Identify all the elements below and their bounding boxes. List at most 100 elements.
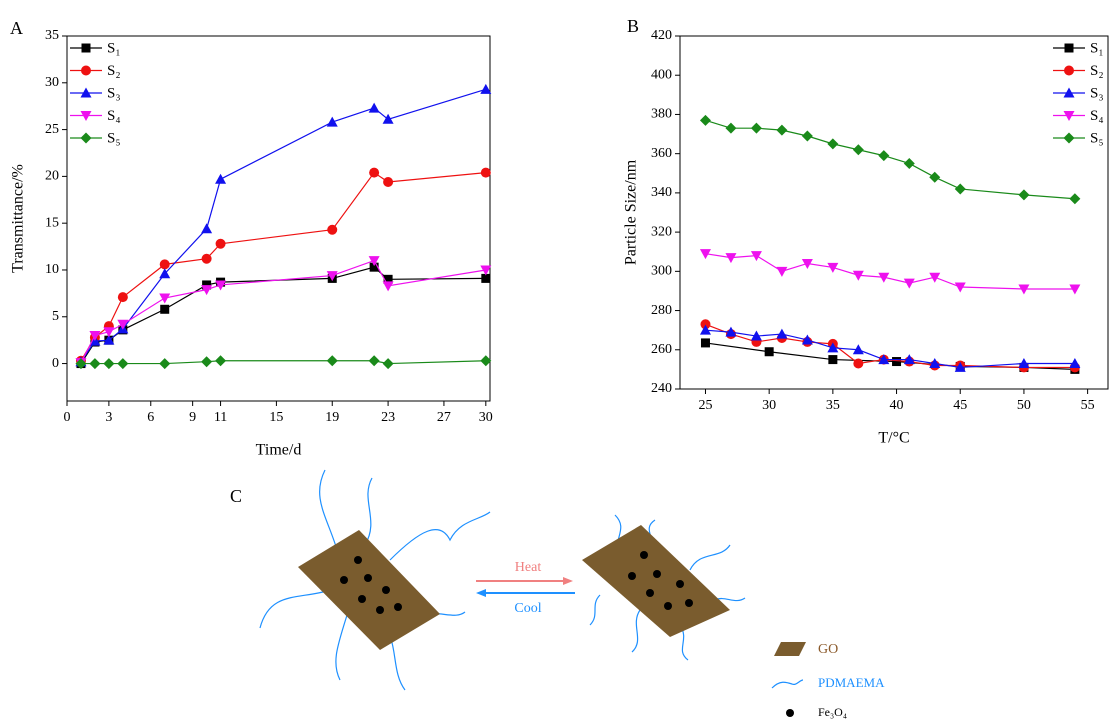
x-tick-label: 45 — [953, 398, 967, 413]
particle — [382, 586, 390, 594]
marker — [215, 280, 227, 291]
marker — [81, 65, 91, 76]
marker — [382, 358, 394, 370]
marker — [75, 358, 87, 370]
diagram: C — [230, 469, 885, 719]
x-tick-label: 19 — [325, 410, 339, 425]
marker — [480, 83, 492, 94]
marker — [368, 102, 380, 113]
x-axis-title: Time/d — [256, 442, 302, 459]
marker — [369, 167, 380, 178]
legend-label: S₄ — [1090, 108, 1104, 124]
marker — [954, 361, 966, 372]
marker — [1063, 111, 1075, 121]
x-tick-label: 27 — [437, 410, 451, 425]
marker — [103, 334, 115, 345]
legend-label: S₅ — [1090, 130, 1104, 146]
marker — [382, 113, 394, 124]
y-tick-label: 420 — [651, 28, 672, 43]
marker — [103, 358, 115, 370]
y-tick-label: 340 — [651, 185, 672, 200]
legend-label: S₁ — [1090, 40, 1104, 56]
marker — [80, 132, 92, 144]
marker — [159, 259, 170, 270]
particle — [340, 576, 348, 584]
x-tick-label: 6 — [147, 410, 154, 425]
marker — [954, 282, 966, 293]
legend-label: S₂ — [1090, 63, 1104, 79]
marker — [853, 358, 864, 369]
marker — [878, 354, 890, 365]
marker — [852, 344, 864, 355]
marker — [160, 304, 170, 314]
marker — [327, 224, 338, 235]
marker — [215, 238, 226, 249]
marker — [929, 171, 941, 183]
x-tick-label: 0 — [64, 410, 71, 425]
marker — [382, 281, 394, 292]
y-tick-label: 5 — [52, 309, 59, 324]
marker — [383, 177, 394, 187]
marker — [201, 356, 213, 368]
marker — [725, 122, 737, 134]
plot-frame — [66, 35, 491, 402]
marker — [1018, 358, 1030, 369]
marker — [1064, 65, 1074, 76]
marker — [480, 265, 492, 276]
marker — [892, 357, 902, 367]
marker — [801, 130, 813, 142]
panel-label: C — [230, 486, 242, 506]
marker — [481, 273, 491, 283]
marker — [801, 334, 813, 345]
x-tick-label: 15 — [269, 410, 283, 425]
marker — [1063, 132, 1075, 144]
y-tick-label: 320 — [651, 224, 672, 239]
marker — [827, 138, 839, 150]
marker — [215, 355, 227, 367]
series-line — [80, 171, 486, 362]
marker — [89, 330, 101, 341]
particle — [640, 551, 648, 559]
marker — [776, 124, 788, 136]
series-line — [80, 259, 486, 363]
legend-label: S₅ — [107, 130, 121, 146]
marker — [1069, 284, 1081, 295]
marker — [1018, 284, 1030, 295]
series-line — [705, 253, 1075, 290]
y-tick-label: 400 — [651, 67, 672, 82]
particle — [628, 572, 636, 580]
marker — [776, 328, 788, 339]
marker — [369, 262, 379, 272]
legend-polymer-label: PDMAEMA — [818, 675, 885, 690]
plot-frame — [679, 35, 1109, 390]
x-tick-label: 30 — [479, 410, 493, 425]
series — [76, 262, 491, 369]
particle — [354, 556, 362, 564]
marker — [852, 144, 864, 156]
y-tick-label: 280 — [651, 303, 672, 318]
marker — [699, 324, 711, 335]
chain — [589, 594, 601, 626]
marker — [80, 111, 92, 121]
legend-label: S₂ — [107, 63, 121, 79]
x-tick-label: 40 — [890, 398, 904, 413]
marker — [750, 122, 762, 134]
marker — [215, 173, 227, 184]
legend-label: S₃ — [107, 85, 121, 101]
panel-label: A — [10, 18, 23, 38]
marker — [159, 293, 171, 304]
legend-label: S₁ — [107, 40, 121, 56]
chain — [389, 511, 491, 561]
marker — [903, 157, 915, 169]
marker — [699, 249, 711, 260]
panel-label: B — [627, 16, 639, 36]
marker — [326, 116, 338, 127]
marker — [80, 87, 92, 98]
particle — [685, 599, 693, 607]
particle — [664, 602, 672, 610]
marker — [878, 272, 890, 283]
series — [75, 355, 492, 370]
series-line — [80, 360, 486, 365]
y-tick-label: 260 — [651, 342, 672, 357]
marker — [1069, 358, 1081, 369]
